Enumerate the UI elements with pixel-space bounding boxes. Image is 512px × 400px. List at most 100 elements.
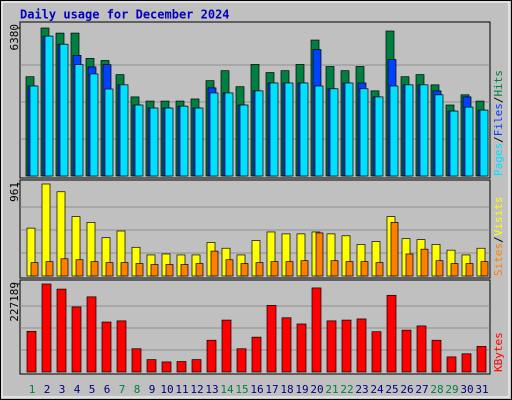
x-tick-label: 9 xyxy=(149,383,156,396)
bar xyxy=(390,222,399,277)
bar xyxy=(225,259,234,277)
bar xyxy=(116,320,127,373)
bar xyxy=(86,296,97,373)
x-tick-label: 2 xyxy=(44,383,51,396)
bar xyxy=(26,330,37,373)
bar xyxy=(461,353,472,373)
bar xyxy=(419,84,429,177)
bar xyxy=(464,106,474,177)
bar xyxy=(284,82,294,177)
bar xyxy=(450,263,459,277)
bar xyxy=(449,110,459,177)
x-tick-label: 21 xyxy=(325,383,338,396)
x-tick-label: 29 xyxy=(445,383,458,396)
bar xyxy=(266,305,277,373)
x-tick-label: 6 xyxy=(104,383,111,396)
bar xyxy=(165,264,174,277)
x-tick-label: 31 xyxy=(475,383,488,396)
chart-title: Daily usage for December 2024 xyxy=(20,8,230,22)
bar xyxy=(120,262,129,277)
bar xyxy=(431,339,442,373)
legend-separator: / xyxy=(492,97,505,104)
bar xyxy=(131,348,142,373)
legend: Pages/Files/Hits xyxy=(492,70,505,176)
legend: Sites/Visits xyxy=(492,197,505,277)
x-tick-label: 23 xyxy=(355,383,368,396)
bar xyxy=(434,94,444,177)
bar xyxy=(161,361,172,373)
bar xyxy=(146,359,157,373)
bar xyxy=(359,88,369,177)
x-tick-label: 4 xyxy=(74,383,81,396)
legend-entry: KBytes xyxy=(492,332,505,372)
bar xyxy=(56,288,67,373)
x-tick-label: 25 xyxy=(385,383,398,396)
bar xyxy=(479,109,489,177)
bar xyxy=(374,96,384,177)
bar xyxy=(29,85,39,177)
legend-entry: Visits xyxy=(492,197,505,237)
bar xyxy=(209,92,219,177)
bar xyxy=(176,361,187,373)
bar xyxy=(210,250,219,277)
bar xyxy=(269,82,279,177)
x-tick-label: 10 xyxy=(160,383,173,396)
bar xyxy=(221,319,232,373)
x-tick-label: 28 xyxy=(430,383,443,396)
x-tick-label: 8 xyxy=(134,383,141,396)
bar xyxy=(194,107,204,177)
bar xyxy=(224,92,234,177)
bar xyxy=(416,325,427,373)
x-tick-label: 7 xyxy=(119,383,126,396)
bar xyxy=(360,261,369,277)
bar xyxy=(371,331,382,373)
bar xyxy=(195,263,204,277)
bar xyxy=(150,264,159,277)
bar xyxy=(270,261,279,277)
y-tick-label: 961 xyxy=(8,182,21,202)
bar xyxy=(44,35,54,177)
bar xyxy=(404,84,414,177)
bar xyxy=(75,259,84,277)
bar xyxy=(41,283,52,373)
bar xyxy=(30,262,39,277)
x-tick-label: 17 xyxy=(265,383,278,396)
bar xyxy=(345,261,354,277)
bar xyxy=(341,319,352,373)
x-tick-label: 24 xyxy=(370,383,384,396)
bar xyxy=(281,317,292,373)
y-tick-label: 227189 xyxy=(8,282,21,322)
bar xyxy=(375,262,384,277)
bar xyxy=(315,232,324,277)
bar xyxy=(164,107,174,177)
x-tick-label: 15 xyxy=(235,383,248,396)
x-tick-label: 12 xyxy=(190,383,203,396)
bar xyxy=(255,262,264,277)
bar xyxy=(101,321,112,373)
bar xyxy=(105,262,114,277)
bar xyxy=(239,104,249,177)
bar xyxy=(446,356,457,373)
bar xyxy=(314,85,324,177)
bar xyxy=(149,107,159,177)
bar xyxy=(300,260,309,277)
bar xyxy=(45,261,54,277)
bar xyxy=(59,43,69,177)
bar xyxy=(420,248,429,277)
bar xyxy=(74,64,84,177)
x-tick-label: 13 xyxy=(205,383,218,396)
bar xyxy=(326,320,337,373)
x-tick-label: 11 xyxy=(175,383,188,396)
bar xyxy=(401,329,412,373)
bar xyxy=(356,318,367,373)
bar xyxy=(89,73,99,177)
legend-entry: Hits xyxy=(492,70,505,97)
x-tick-label: 27 xyxy=(415,383,428,396)
bar xyxy=(311,287,322,373)
bar xyxy=(344,82,354,177)
bar xyxy=(71,306,82,373)
x-tick-label: 20 xyxy=(310,383,323,396)
bar xyxy=(90,261,99,277)
bar xyxy=(179,105,189,177)
